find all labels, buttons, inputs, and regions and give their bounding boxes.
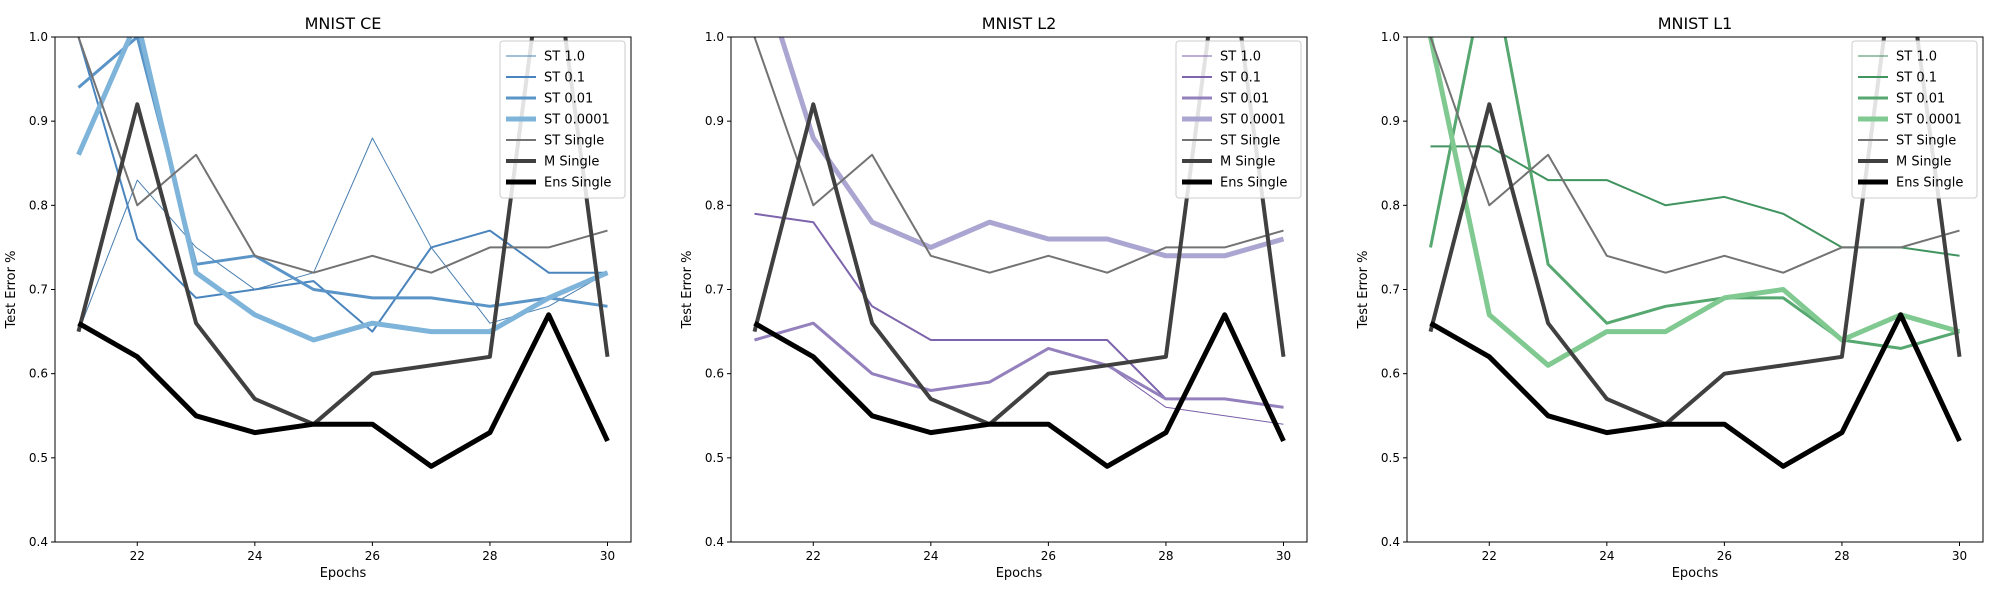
y-tick-label: 1.0 xyxy=(1381,30,1400,44)
legend: ST 1.0 ST 0.1 ST 0.01 ST 0.0001 ST Single M S… xyxy=(499,40,626,199)
y-tick-label: 0.7 xyxy=(705,283,724,297)
legend-label: ST 0.01 xyxy=(1220,92,1269,107)
x-tick-label: 30 xyxy=(600,549,615,563)
x-tick-label: 28 xyxy=(482,549,497,563)
x-tick-label: 28 xyxy=(1834,549,1849,563)
legend-label: ST Single xyxy=(544,134,604,149)
legend-label: Ens Single xyxy=(1896,176,1963,191)
y-axis-label: Test Error % xyxy=(680,251,695,330)
y-tick-label: 0.4 xyxy=(705,535,724,549)
legend-label: Ens Single xyxy=(544,176,611,191)
y-tick-label: 0.9 xyxy=(1381,114,1400,128)
chart-panel-1: MNIST CE 0.4 0.5 0.6 0.7 0.8 0.9 1.0 22 24 26 28 30 E… xyxy=(4,14,632,581)
legend-box xyxy=(499,40,626,199)
legend-label: ST 1.0 xyxy=(1896,50,1937,65)
x-tick-label: 24 xyxy=(1599,549,1614,563)
x-tick-label: 22 xyxy=(130,549,145,563)
x-axis-label: Epochs xyxy=(1672,566,1719,581)
legend-label: ST 0.0001 xyxy=(1896,113,1962,128)
y-tick-label: 0.9 xyxy=(29,114,48,128)
series-line-ens-single xyxy=(77,312,610,469)
y-tick-label: 0.5 xyxy=(1381,451,1400,465)
legend-box xyxy=(1175,40,1302,199)
series-line-st-1-0 xyxy=(754,322,1284,425)
y-tick-label: 0.9 xyxy=(705,114,724,128)
y-tick-label: 0.8 xyxy=(1381,198,1400,212)
legend: ST 1.0 ST 0.1 ST 0.01 ST 0.0001 ST Single M S… xyxy=(1851,40,1978,199)
legend-label: ST 0.1 xyxy=(1896,71,1937,86)
x-tick-label: 26 xyxy=(1717,549,1732,563)
y-tick-label: 0.5 xyxy=(29,451,48,465)
x-tick-label: 28 xyxy=(1158,549,1173,563)
legend-label: M Single xyxy=(1220,155,1275,170)
legend-label: ST 0.01 xyxy=(1896,92,1945,107)
series-line-st-0-1 xyxy=(77,37,608,333)
chart-panel-2: MNIST L2 0.4 0.5 0.6 0.7 0.8 0.9 1.0 22 24 26 28 30 E… xyxy=(680,14,1308,581)
series-line-st-0-0001 xyxy=(76,37,609,343)
x-tick-label: 22 xyxy=(806,549,821,563)
legend-label: M Single xyxy=(1896,155,1951,170)
series-line-ens-single xyxy=(1429,312,1962,469)
legend-box xyxy=(1851,40,1978,199)
y-tick-label: 0.4 xyxy=(29,535,48,549)
series-line-st-single xyxy=(1429,37,1960,274)
x-axis-label: Epochs xyxy=(320,566,367,581)
chart-title: MNIST CE xyxy=(305,14,382,33)
legend-label: ST 0.0001 xyxy=(1220,113,1286,128)
x-tick-label: 24 xyxy=(247,549,262,563)
series-line-st-single xyxy=(77,37,608,274)
legend: ST 1.0 ST 0.1 ST 0.01 ST 0.0001 ST Single M S… xyxy=(1175,40,1302,199)
y-tick-label: 1.0 xyxy=(29,30,48,44)
y-tick-label: 0.6 xyxy=(705,367,724,381)
series-line-st-0-0001 xyxy=(1428,37,1961,368)
x-tick-label: 24 xyxy=(923,549,938,563)
y-tick-label: 0.6 xyxy=(1381,367,1400,381)
series-line-ens-single xyxy=(753,312,1286,469)
series-line-st-single xyxy=(753,37,1284,274)
legend-label: ST 0.1 xyxy=(544,71,585,86)
legend-label: ST 0.1 xyxy=(1220,71,1261,86)
chart-title: MNIST L2 xyxy=(982,14,1057,33)
y-tick-label: 0.5 xyxy=(705,451,724,465)
y-axis-label: Test Error % xyxy=(4,251,19,330)
legend-label: ST 1.0 xyxy=(544,50,585,65)
y-tick-label: 1.0 xyxy=(705,30,724,44)
y-tick-label: 0.7 xyxy=(29,283,48,297)
series-group xyxy=(752,37,1286,469)
legend-label: Ens Single xyxy=(1220,176,1287,191)
chart-panel-3: MNIST L1 0.4 0.5 0.6 0.7 0.8 0.9 1.0 22 24 26 28 30 E… xyxy=(1356,14,1984,581)
y-axis-label: Test Error % xyxy=(1356,251,1371,330)
y-tick-label: 0.8 xyxy=(29,198,48,212)
x-tick-label: 22 xyxy=(1482,549,1497,563)
series-line-st-0-01 xyxy=(754,321,1284,409)
legend-label: ST Single xyxy=(1220,134,1280,149)
legend-label: ST Single xyxy=(1896,134,1956,149)
y-tick-label: 0.4 xyxy=(1381,535,1400,549)
legend-label: ST 1.0 xyxy=(1220,50,1261,65)
chart-title: MNIST L1 xyxy=(1658,14,1733,33)
x-tick-label: 26 xyxy=(1041,549,1056,563)
x-tick-label: 26 xyxy=(365,549,380,563)
series-group xyxy=(76,37,610,469)
legend-label: ST 0.01 xyxy=(544,92,593,107)
y-tick-label: 0.6 xyxy=(29,367,48,381)
series-line-st-0-01 xyxy=(1429,37,1960,350)
x-tick-label: 30 xyxy=(1276,549,1291,563)
legend-label: M Single xyxy=(544,155,599,170)
y-tick-label: 0.7 xyxy=(1381,283,1400,297)
x-tick-label: 30 xyxy=(1952,549,1967,563)
y-tick-label: 0.8 xyxy=(705,198,724,212)
legend-label: ST 0.0001 xyxy=(544,113,610,128)
x-axis-label: Epochs xyxy=(996,566,1043,581)
